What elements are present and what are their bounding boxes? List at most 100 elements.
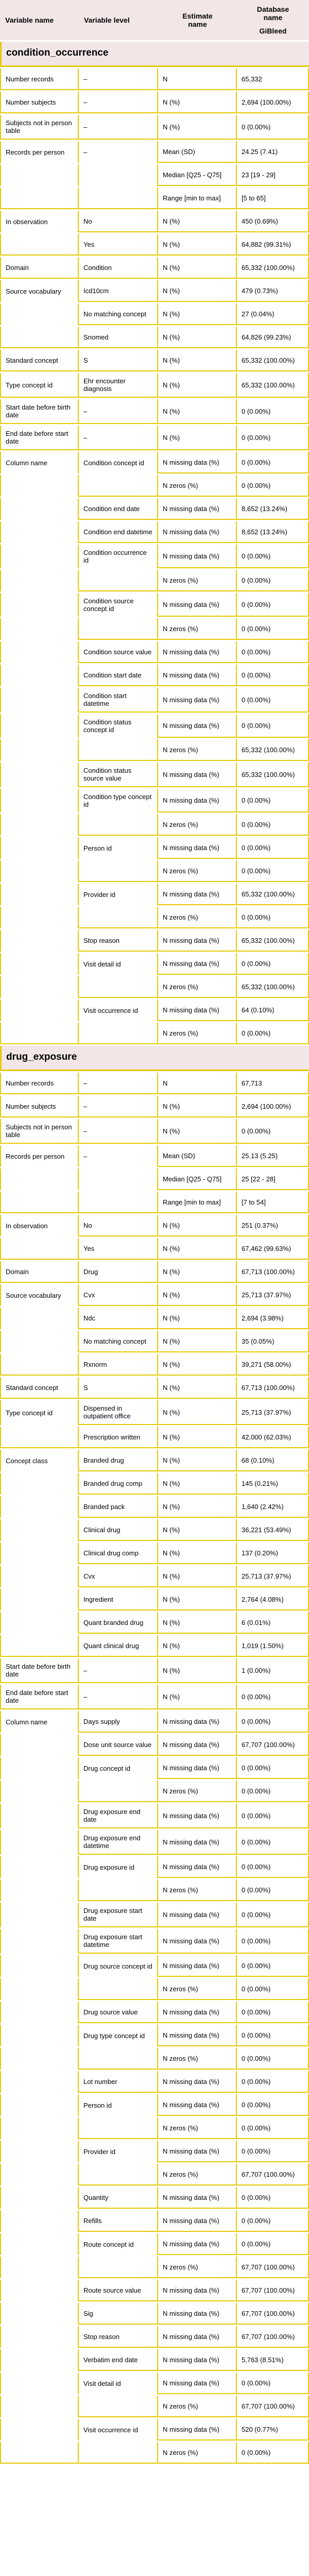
cell-variable-name bbox=[0, 1331, 79, 1352]
cell-value: 0 (0.00%) bbox=[237, 860, 309, 882]
cell-variable-name bbox=[0, 1023, 79, 1044]
cell-value: 67,707 (100.00%) bbox=[237, 2257, 309, 2278]
table-row: Drug exposure start date N missing data (… bbox=[0, 1903, 309, 1927]
table-row: Source vocabulary Icd10cm N (%) 479 (0.73%) bbox=[0, 280, 309, 302]
cell-value: 25.13 (5.25) bbox=[237, 1145, 309, 1167]
cell-estimate-name: N (%) bbox=[158, 234, 237, 256]
cell-estimate-name: N zeros (%) bbox=[158, 2117, 237, 2139]
cell-value: 42,000 (62.03%) bbox=[237, 1427, 309, 1448]
cell-estimate-name: N (%) bbox=[158, 1566, 237, 1587]
cell-variable-name bbox=[0, 570, 79, 591]
cell-value: 0 (0.00%) bbox=[237, 837, 309, 859]
cell-estimate-name: N (%) bbox=[158, 1635, 237, 1657]
cell-value: 0 (0.00%) bbox=[237, 907, 309, 928]
cell-variable-level: No bbox=[79, 211, 158, 232]
cell-value: 0 (0.00%) bbox=[237, 1955, 309, 1977]
cell-variable-level: Stop reason bbox=[79, 930, 158, 952]
cell-estimate-name: N missing data (%) bbox=[158, 2002, 237, 2023]
table-row: Drug concept id N missing data (%) 0 (0.00… bbox=[0, 1757, 309, 1779]
cell-variable-level: Snomed bbox=[79, 327, 158, 348]
cell-estimate-name: N missing data (%) bbox=[158, 593, 237, 617]
cell-value: 1,019 (1.50%) bbox=[237, 1635, 309, 1657]
table-row: Person id N missing data (%) 0 (0.00%) bbox=[0, 837, 309, 859]
table-row: Verbatim end date N missing data (%) 5,763… bbox=[0, 2349, 309, 2371]
cell-value: 67,707 (100.00%) bbox=[237, 1734, 309, 1756]
cell-estimate-name: N missing data (%) bbox=[158, 545, 237, 568]
cell-variable-level: Drug exposure start date bbox=[79, 1903, 158, 1927]
cell-variable-level bbox=[79, 2396, 158, 2417]
table-row: N zeros (%) 0 (0.00%) bbox=[0, 860, 309, 882]
table-row: Records per person – Mean (SD) 25.13 (5.25) bbox=[0, 1145, 309, 1167]
cell-variable-name bbox=[0, 1635, 79, 1657]
table-row: N zeros (%) 0 (0.00%) bbox=[0, 1781, 309, 1802]
cell-variable-name: Number subjects bbox=[0, 1096, 79, 1117]
cell-estimate-name: N missing data (%) bbox=[158, 2280, 237, 2301]
cell-value: [7 to 54] bbox=[237, 1192, 309, 1213]
table-row: N zeros (%) 0 (0.00%) bbox=[0, 1978, 309, 2000]
cell-value: 0 (0.00%) bbox=[237, 2025, 309, 2046]
cell-variable-name: Type concept id bbox=[0, 373, 79, 398]
cell-variable-level: Stop reason bbox=[79, 2326, 158, 2348]
cell-variable-level: Visit detail id bbox=[79, 953, 158, 975]
cell-variable-name: Start date before birth date bbox=[0, 399, 79, 424]
cell-variable-level: S bbox=[79, 1377, 158, 1399]
cell-variable-name bbox=[0, 164, 79, 186]
cell-variable-name bbox=[0, 188, 79, 209]
cell-variable-name bbox=[0, 2071, 79, 2093]
cell-variable-name: Number subjects bbox=[0, 92, 79, 113]
table-row: N zeros (%) 65,332 (100.00%) bbox=[0, 739, 309, 761]
cell-estimate-name: N missing data (%) bbox=[158, 641, 237, 663]
cell-variable-level bbox=[79, 1879, 158, 1901]
cell-variable-level: Condition end datetime bbox=[79, 521, 158, 543]
table-row: Stop reason N missing data (%) 67,707 (100… bbox=[0, 2326, 309, 2348]
table-row: Rxnorm N (%) 39,271 (58.00%) bbox=[0, 1354, 309, 1376]
cell-variable-level bbox=[79, 739, 158, 761]
cell-value: 2,694 (100.00%) bbox=[237, 1096, 309, 1117]
cell-value: 65,332 (100.00%) bbox=[237, 976, 309, 998]
cell-value: 67,707 (100.00%) bbox=[237, 2396, 309, 2417]
cell-variable-name: Number records bbox=[0, 1073, 79, 1094]
cell-estimate-name: N missing data (%) bbox=[158, 452, 237, 473]
cell-variable-level: Branded drug comp bbox=[79, 1473, 158, 1495]
cell-value: 479 (0.73%) bbox=[237, 280, 309, 302]
cell-variable-level: Cvx bbox=[79, 1284, 158, 1306]
cell-value: 2,764 (4.08%) bbox=[237, 1589, 309, 1611]
cell-variable-level bbox=[79, 570, 158, 591]
cell-variable-level: Verbatim end date bbox=[79, 2349, 158, 2371]
cell-value: 0 (0.00%) bbox=[237, 475, 309, 497]
cell-variable-level: – bbox=[79, 426, 158, 450]
cell-value: [5 to 65] bbox=[237, 188, 309, 209]
cell-estimate-name: N missing data (%) bbox=[158, 2141, 237, 2162]
cell-variable-level: Drug source concept id bbox=[79, 1955, 158, 1977]
cell-variable-level: – bbox=[79, 69, 158, 90]
table-row: Start date before birth date – N (%) 0 (0.0… bbox=[0, 399, 309, 424]
cell-estimate-name: Median [Q25 - Q75] bbox=[158, 1168, 237, 1190]
cell-estimate-name: N missing data (%) bbox=[158, 2419, 237, 2441]
cell-variable-level bbox=[79, 907, 158, 928]
cell-variable-name bbox=[0, 1168, 79, 1190]
cell-estimate-name: N (%) bbox=[158, 1543, 237, 1564]
cell-variable-level: – bbox=[79, 1073, 158, 1094]
cell-variable-level bbox=[79, 2257, 158, 2278]
table-row: Number subjects – N (%) 2,694 (100.00%) bbox=[0, 1096, 309, 1117]
table-row: Provider id N missing data (%) 65,332 (100… bbox=[0, 884, 309, 905]
col-header-variable-name-label: Variable name bbox=[5, 16, 54, 24]
table-row: N zeros (%) 0 (0.00%) bbox=[0, 2048, 309, 2070]
cell-variable-level: Yes bbox=[79, 1238, 158, 1260]
cell-estimate-name: N zeros (%) bbox=[158, 2396, 237, 2417]
cell-variable-level bbox=[79, 2442, 158, 2464]
cell-estimate-name: N missing data (%) bbox=[158, 930, 237, 952]
cell-estimate-name: N missing data (%) bbox=[158, 2094, 237, 2116]
cell-variable-name bbox=[0, 2419, 79, 2441]
table-row: Median [Q25 - Q75] 25 [22 - 28] bbox=[0, 1168, 309, 1190]
cell-variable-name bbox=[0, 1566, 79, 1587]
table-row: Drug exposure end date N missing data (%)… bbox=[0, 1804, 309, 1828]
cell-variable-name bbox=[0, 327, 79, 348]
cell-estimate-name: N zeros (%) bbox=[158, 976, 237, 998]
cell-variable-level: Cvx bbox=[79, 1566, 158, 1587]
cell-variable-name bbox=[0, 1427, 79, 1448]
table-row: Lot number N missing data (%) 0 (0.00%) bbox=[0, 2071, 309, 2093]
cell-value: 8,652 (13.24%) bbox=[237, 498, 309, 520]
cell-value: 25,713 (37.97%) bbox=[237, 1566, 309, 1587]
cell-value: 65,332 (100.00%) bbox=[237, 373, 309, 398]
